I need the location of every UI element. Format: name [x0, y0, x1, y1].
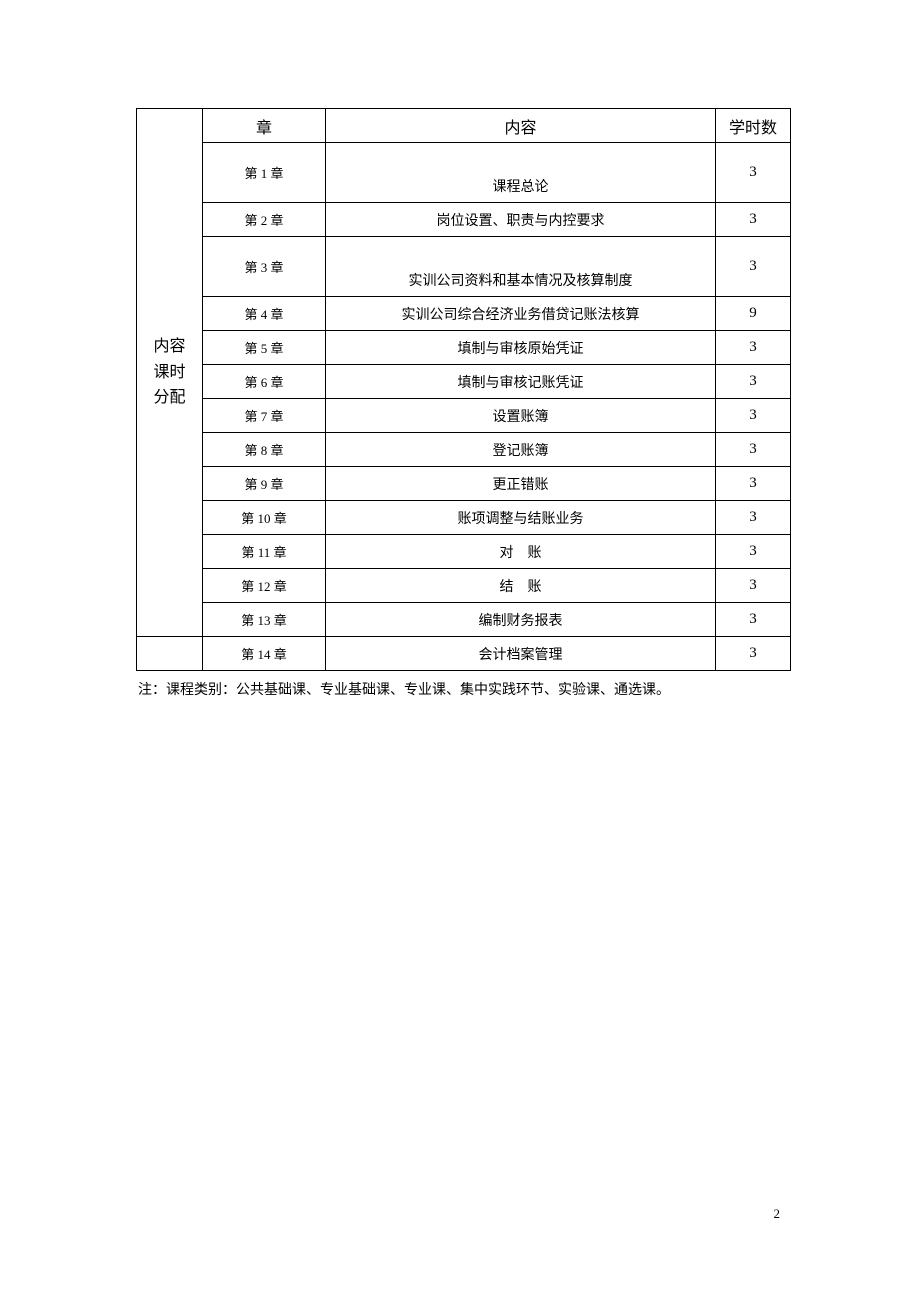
cell-content: 账项调整与结账业务	[326, 501, 716, 535]
course-hours-table-wrapper: 内容课时分配章内容学时数第 1 章课程总论3第 2 章岗位设置、职责与内控要求3…	[136, 108, 790, 671]
cell-content: 编制财务报表	[326, 603, 716, 637]
cell-content: 登记账簿	[326, 433, 716, 467]
cell-chapter: 第 11 章	[203, 535, 326, 569]
cell-hours: 3	[716, 237, 791, 297]
cell-hours: 3	[716, 467, 791, 501]
header-chapter: 章	[203, 109, 326, 143]
cell-hours: 3	[716, 603, 791, 637]
cell-content: 课程总论	[326, 143, 716, 203]
cell-chapter: 第 5 章	[203, 331, 326, 365]
cell-hours: 3	[716, 569, 791, 603]
cell-content: 结 账	[326, 569, 716, 603]
cell-chapter: 第 2 章	[203, 203, 326, 237]
cell-content: 岗位设置、职责与内控要求	[326, 203, 716, 237]
cell-content: 实训公司综合经济业务借贷记账法核算	[326, 297, 716, 331]
cell-hours: 3	[716, 365, 791, 399]
table-header-row: 内容课时分配章内容学时数	[137, 109, 791, 143]
cell-chapter: 第 6 章	[203, 365, 326, 399]
cell-hours: 3	[716, 203, 791, 237]
header-hours: 学时数	[716, 109, 791, 143]
table-row: 第 11 章对 账3	[137, 535, 791, 569]
cell-content: 填制与审核原始凭证	[326, 331, 716, 365]
course-hours-table: 内容课时分配章内容学时数第 1 章课程总论3第 2 章岗位设置、职责与内控要求3…	[136, 108, 791, 671]
cell-content: 设置账簿	[326, 399, 716, 433]
cell-content: 实训公司资料和基本情况及核算制度	[326, 237, 716, 297]
table-row: 第 1 章课程总论3	[137, 143, 791, 203]
cell-content: 填制与审核记账凭证	[326, 365, 716, 399]
cell-chapter: 第 13 章	[203, 603, 326, 637]
page-number: 2	[774, 1206, 781, 1222]
cell-hours: 3	[716, 501, 791, 535]
cell-chapter: 第 9 章	[203, 467, 326, 501]
table-row: 第 14 章会计档案管理3	[137, 637, 791, 671]
empty-label-cell	[137, 637, 203, 671]
table-row: 第 13 章编制财务报表3	[137, 603, 791, 637]
cell-chapter: 第 8 章	[203, 433, 326, 467]
cell-chapter: 第 1 章	[203, 143, 326, 203]
table-row: 第 2 章岗位设置、职责与内控要求3	[137, 203, 791, 237]
table-row: 第 10 章账项调整与结账业务3	[137, 501, 791, 535]
cell-content: 对 账	[326, 535, 716, 569]
cell-content: 更正错账	[326, 467, 716, 501]
cell-hours: 3	[716, 143, 791, 203]
cell-hours: 3	[716, 331, 791, 365]
table-row: 第 7 章设置账簿3	[137, 399, 791, 433]
cell-content: 会计档案管理	[326, 637, 716, 671]
table-row: 第 12 章结 账3	[137, 569, 791, 603]
header-content: 内容	[326, 109, 716, 143]
table-row: 第 6 章填制与审核记账凭证3	[137, 365, 791, 399]
cell-hours: 3	[716, 399, 791, 433]
table-row: 第 9 章更正错账3	[137, 467, 791, 501]
cell-hours: 3	[716, 433, 791, 467]
cell-hours: 9	[716, 297, 791, 331]
cell-chapter: 第 3 章	[203, 237, 326, 297]
table-row: 第 5 章填制与审核原始凭证3	[137, 331, 791, 365]
table-row: 第 8 章登记账簿3	[137, 433, 791, 467]
cell-chapter: 第 10 章	[203, 501, 326, 535]
cell-hours: 3	[716, 637, 791, 671]
cell-chapter: 第 4 章	[203, 297, 326, 331]
cell-chapter: 第 12 章	[203, 569, 326, 603]
footnote: 注：课程类别：公共基础课、专业基础课、专业课、集中实践环节、实验课、通选课。	[136, 679, 790, 699]
cell-hours: 3	[716, 535, 791, 569]
table-row: 第 3 章实训公司资料和基本情况及核算制度3	[137, 237, 791, 297]
sidebar-label-cell: 内容课时分配	[137, 109, 203, 637]
cell-chapter: 第 14 章	[203, 637, 326, 671]
sidebar-label-text: 内容课时分配	[137, 334, 202, 411]
cell-chapter: 第 7 章	[203, 399, 326, 433]
table-row: 第 4 章实训公司综合经济业务借贷记账法核算9	[137, 297, 791, 331]
